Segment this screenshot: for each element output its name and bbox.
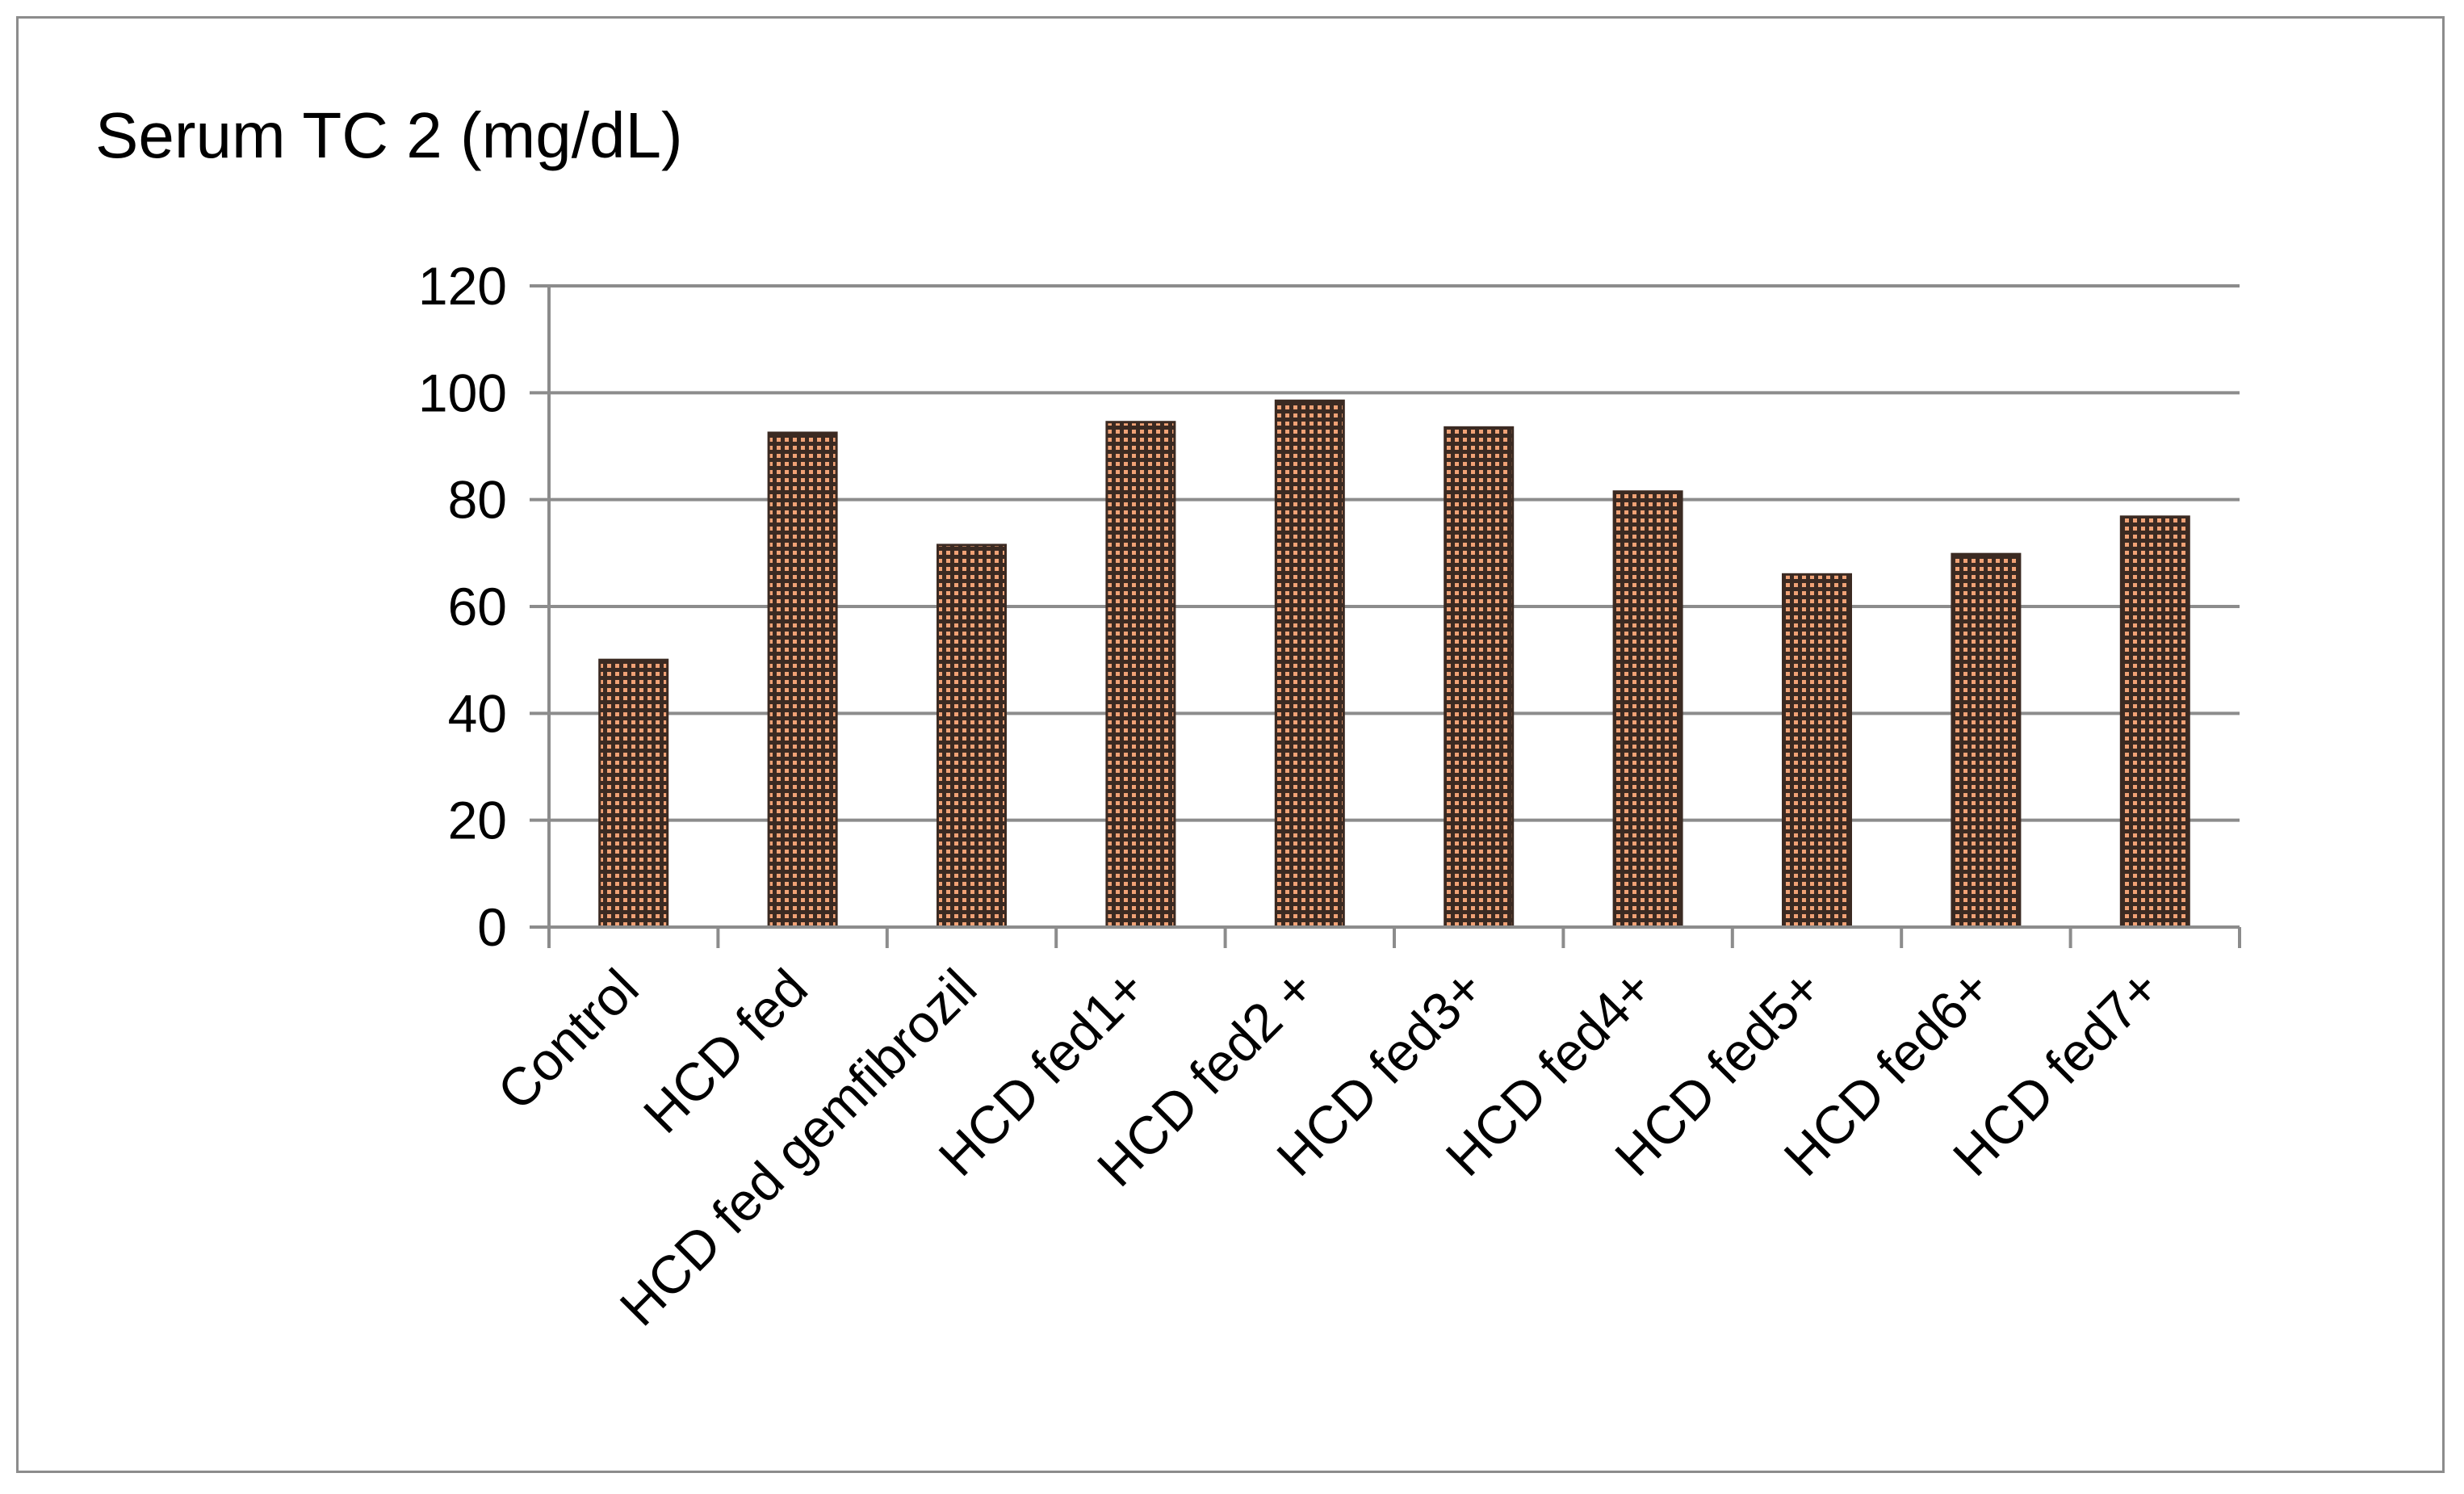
- bar-2: [937, 543, 1007, 929]
- bar-6: [1612, 490, 1683, 929]
- bar-4: [1274, 399, 1345, 929]
- bar-3: [1105, 421, 1176, 929]
- y-tick-labels: 0 20 40 60 80 100 120: [418, 256, 507, 957]
- chart-title: Serum TC 2 (mg/dL): [95, 99, 683, 171]
- y-tick-label: 100: [418, 363, 507, 422]
- bar-8: [1951, 552, 2022, 929]
- bars: [598, 399, 2190, 929]
- bar-9: [2119, 515, 2190, 929]
- axes: [547, 286, 2241, 948]
- y-tick-label: 80: [448, 470, 507, 530]
- bar-5: [1444, 426, 1515, 929]
- y-tick-label: 60: [448, 577, 507, 636]
- y-tick-label: 0: [477, 897, 507, 957]
- x-tick-label: Control: [486, 958, 650, 1122]
- bar-7: [1782, 573, 1852, 929]
- bar-0: [598, 658, 669, 929]
- y-tick-label: 20: [448, 791, 507, 850]
- y-tick-label: 120: [418, 256, 507, 316]
- y-tick-label: 40: [448, 683, 507, 743]
- bar-1: [767, 431, 838, 929]
- chart-frame: [16, 16, 2445, 1473]
